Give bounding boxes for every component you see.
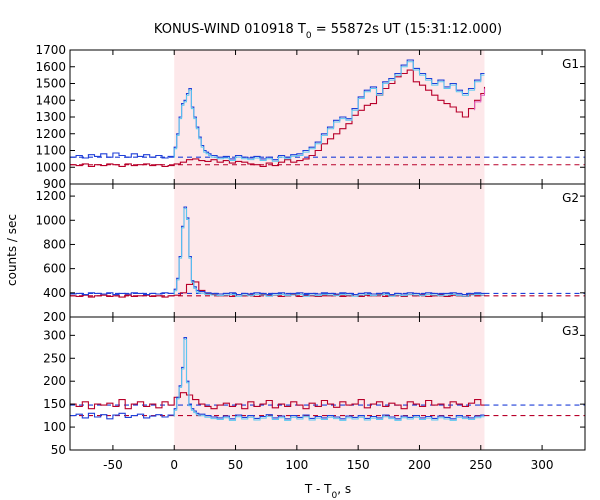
panel-label: G3	[562, 324, 579, 338]
x-tick-label: 150	[347, 458, 370, 472]
y-tick-label: 1200	[35, 127, 66, 141]
panel-g2: 200 400 600 800 1000 1200 G2	[35, 183, 586, 324]
chart-panels: 90010001100120013001400150016001700G1200…	[35, 43, 586, 472]
series-line-in-interval	[173, 208, 485, 297]
y-tick-label: 1100	[35, 144, 66, 158]
y-tick-label: 800	[43, 237, 66, 251]
chart-title-text: KONUS-WIND 010918 T	[154, 22, 306, 37]
x-axis-label-rest: , s	[337, 482, 351, 496]
y-tick-label: 1400	[35, 93, 66, 107]
y-tick-label: 200	[43, 374, 66, 388]
panel-plot-area	[70, 337, 585, 421]
x-tick-label: 100	[285, 458, 308, 472]
panel-label: G1	[562, 57, 579, 71]
y-tick-label: 1200	[35, 189, 66, 203]
x-tick-label: -50	[103, 458, 123, 472]
y-tick-label: 200	[43, 310, 66, 324]
x-tick-label: 250	[469, 458, 492, 472]
y-tick-label: 50	[51, 443, 66, 457]
x-tick-label: 0	[170, 458, 178, 472]
panel-label: G2	[562, 191, 579, 205]
y-tick-label: 900	[43, 177, 66, 191]
x-tick-label: 200	[408, 458, 431, 472]
panel-g3: 50 100 150 200 250 300 G3	[43, 316, 586, 457]
y-tick-label: 100	[43, 420, 66, 434]
panel-plot-area	[70, 206, 585, 298]
chart-title-rest: = 55872s UT (15:31:12.000)	[312, 22, 502, 37]
panel-frame	[69, 316, 586, 451]
y-tick-label: 1500	[35, 77, 66, 91]
x-tick-label: 300	[531, 458, 554, 472]
y-tick-label: 300	[43, 328, 66, 342]
y-tick-label: 1000	[35, 160, 66, 174]
series-line	[70, 206, 485, 296]
y-tick-label: 600	[43, 262, 66, 276]
shaded-interval	[174, 317, 485, 450]
shaded-interval	[174, 50, 485, 184]
series-line	[70, 392, 485, 410]
x-tick-label: 50	[228, 458, 243, 472]
series-line-in-interval	[173, 61, 485, 162]
y-tick-label: 250	[43, 351, 66, 365]
chart-title: KONUS-WIND 010918 T0 = 55872s UT (15:31:…	[154, 22, 502, 41]
x-axis-label-text: T - T	[304, 482, 332, 496]
shaded-interval	[174, 184, 485, 317]
y-tick-label: 1600	[35, 60, 66, 74]
y-tick-label: 1300	[35, 110, 66, 124]
series-line-in-interval	[474, 88, 485, 111]
panel-g1: 900 1000 1100 1200 1300 1400 1500 1600 1700 G1	[35, 43, 586, 191]
series-line	[70, 337, 485, 420]
y-tick-label: 150	[43, 397, 66, 411]
chart-title-subscript: 0	[306, 31, 312, 41]
x-axis-label-subscript: 0	[332, 491, 338, 500]
y-tick-label: 1700	[35, 43, 66, 57]
y-axis-label: counts / sec	[5, 214, 19, 286]
y-tick-label: 1000	[35, 213, 66, 227]
panel-plot-area	[70, 59, 585, 167]
y-tick-label: 400	[43, 286, 66, 300]
series-line	[70, 69, 486, 167]
series-line-in-interval	[173, 338, 485, 421]
x-axis-label: T - T0, s	[304, 482, 351, 500]
